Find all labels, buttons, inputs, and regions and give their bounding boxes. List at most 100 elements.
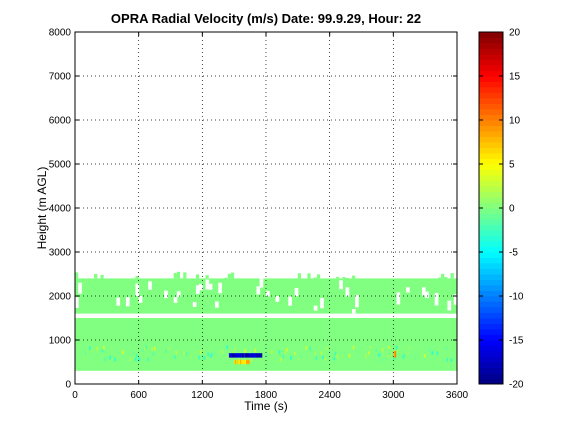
data-gap [355, 294, 359, 308]
colorbar-strip [479, 81, 503, 88]
colorbar-strip [479, 87, 503, 93]
velocity-cell [250, 353, 253, 358]
colorbar-strip [479, 268, 503, 275]
data-gap [135, 283, 140, 297]
x-tick-label: 1200 [191, 390, 214, 401]
velocity-cell [445, 346, 448, 351]
data-gap [421, 287, 426, 296]
colorbar-tick-label: 5 [509, 160, 515, 171]
data-gap [266, 290, 270, 297]
velocity-cell [444, 277, 448, 279]
velocity-cell [386, 354, 389, 359]
velocity-cell [136, 353, 138, 358]
x-tick-label: 0 [72, 390, 78, 401]
data-gap [176, 291, 181, 297]
colorbar-tick-label: -20 [509, 380, 524, 391]
velocity-cell [435, 356, 437, 360]
data-gap [75, 297, 79, 309]
y-tick-label: 2000 [49, 292, 72, 303]
colorbar-strip [479, 362, 503, 368]
velocity-cell [258, 353, 260, 358]
velocity-cell [152, 352, 155, 356]
velocity-cell [75, 272, 79, 279]
y-tick-label: 6000 [49, 116, 72, 127]
velocity-cell [176, 271, 181, 279]
data-gap [345, 287, 350, 297]
velocity-cell [257, 353, 259, 358]
colorbar-strip [479, 296, 503, 302]
velocity-cell [281, 355, 283, 359]
velocity-cell [199, 350, 202, 354]
velocity-cell [397, 348, 399, 353]
velocity-cell [138, 357, 141, 362]
colorbar-strip [479, 180, 503, 187]
velocity-cell [352, 345, 355, 350]
velocity-cell [143, 346, 146, 351]
velocity-cell [319, 352, 322, 356]
colorbar-strip [479, 345, 503, 352]
velocity-cell [232, 353, 234, 358]
velocity-cell [114, 357, 117, 362]
colorbar-strip [479, 301, 503, 308]
data-gap [259, 274, 264, 288]
y-tick-label: 7000 [49, 72, 72, 83]
data-gap [288, 296, 292, 306]
velocity-cell [290, 356, 292, 360]
data-gap [164, 290, 168, 299]
velocity-cell [315, 356, 318, 360]
velocity-cell [173, 272, 177, 279]
velocity-cell [395, 351, 397, 358]
velocity-cell [381, 347, 384, 352]
velocity-cell [264, 354, 267, 358]
colorbar-strip [479, 340, 503, 346]
colorbar-strip [479, 158, 503, 165]
velocity-cell [254, 348, 257, 353]
colorbar-strip [479, 351, 503, 357]
velocity-cell [407, 351, 409, 356]
velocity-cell [229, 353, 231, 358]
colorbar-strip [479, 230, 503, 236]
colorbar-strip [479, 32, 503, 38]
data-gap [208, 283, 213, 290]
colorbar-strip [479, 142, 503, 148]
velocity-cell [249, 353, 251, 358]
velocity-cell [230, 272, 235, 279]
velocity-cell [263, 354, 266, 358]
colorbar-strip [479, 208, 503, 214]
velocity-cell [153, 346, 156, 351]
velocity-cell [414, 356, 417, 361]
velocity-cell [100, 275, 104, 279]
velocity-cell [367, 351, 370, 355]
velocity-cell [233, 353, 235, 358]
velocity-cell [255, 353, 257, 358]
velocity-cell [209, 354, 212, 358]
velocity-cell [332, 349, 334, 354]
velocity-cell [249, 350, 252, 354]
colorbar-strip [479, 290, 503, 297]
data-gap [425, 291, 429, 299]
velocity-cell [266, 353, 268, 358]
data-gap [116, 297, 121, 306]
data-gap [313, 305, 318, 311]
velocity-cell [271, 350, 273, 354]
velocity-cell [145, 345, 147, 349]
velocity-cell [337, 355, 339, 359]
velocity-cell [245, 353, 247, 358]
velocity-cell [254, 353, 256, 358]
velocity-cell [310, 349, 313, 353]
colorbar: 20 15 10 5 0 -5 -10 -15 -20 [478, 28, 524, 391]
data-gap [218, 282, 222, 294]
y-axis-ticks: 0 1000 2000 3000 4000 5000 6000 7000 8000 [49, 28, 457, 391]
x-tick-label: 1800 [255, 390, 278, 401]
velocity-cell [450, 358, 453, 362]
velocity-cell [226, 345, 229, 349]
velocity-cell [235, 353, 237, 358]
colorbar-strip [479, 186, 503, 192]
velocity-cell [343, 350, 346, 355]
velocity-cell [244, 353, 246, 358]
velocity-cell [94, 273, 98, 279]
velocity-cell [211, 352, 213, 357]
velocity-cell [324, 356, 327, 361]
velocity-cell [224, 277, 228, 279]
velocity-cell [369, 345, 371, 350]
